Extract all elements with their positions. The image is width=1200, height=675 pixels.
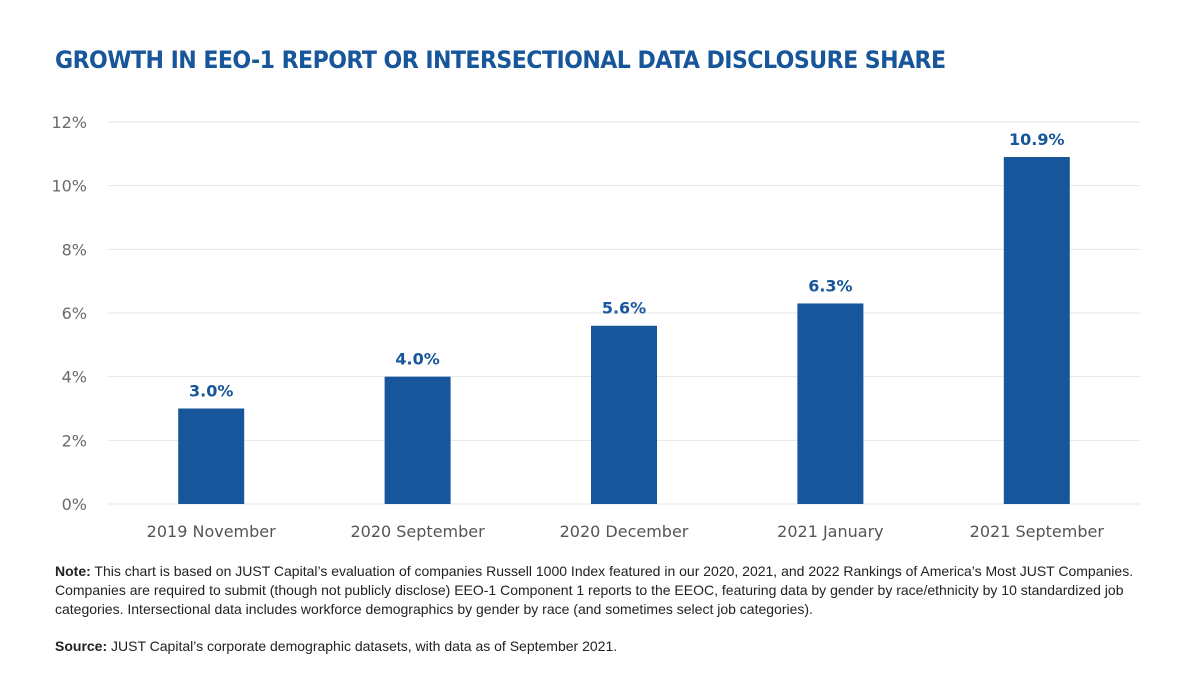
data-labels: 3.0% 4.0% 5.6% 6.3% 10.9% <box>189 130 1065 400</box>
y-axis-ticks: 0% 2% 4% 6% 8% 10% 12% <box>51 113 87 514</box>
bar <box>1003 157 1070 504</box>
y-tick-label: 2% <box>62 431 87 450</box>
chart-title: GROWTH IN EEO-1 REPORT OR INTERSECTIONAL… <box>55 46 946 74</box>
chart-note: Note: This chart is based on JUST Capita… <box>55 562 1155 619</box>
y-tick-label: 10% <box>51 177 87 196</box>
note-label: Note: <box>55 563 91 579</box>
data-label: 3.0% <box>189 382 233 401</box>
bar-chart: 0% 2% 4% 6% 8% 10% 12% 3.0% 4.0% 5.6% 6.3% 10.9% 2… <box>51 113 1140 541</box>
y-tick-label: 6% <box>62 304 87 323</box>
data-label: 10.9% <box>1009 130 1065 149</box>
bar <box>178 408 245 504</box>
x-tick-label: 2021 September <box>970 522 1105 541</box>
y-tick-label: 12% <box>51 113 87 132</box>
y-tick-label: 8% <box>62 240 87 259</box>
bar <box>591 325 657 504</box>
data-label: 5.6% <box>602 299 646 318</box>
x-tick-label: 2019 November <box>147 522 276 541</box>
x-axis-categories: 2019 November 2020 September 2020 December… <box>147 522 1105 541</box>
source-label: Source: <box>55 638 108 654</box>
x-tick-label: 2020 September <box>350 522 485 541</box>
bar <box>797 303 864 504</box>
y-tick-label: 4% <box>62 368 87 387</box>
source-text: JUST Capital’s corporate demographic dat… <box>107 638 618 654</box>
data-label: 6.3% <box>808 276 852 295</box>
note-text: This chart is based on JUST Capital’s ev… <box>55 563 1134 617</box>
x-tick-label: 2021 January <box>777 522 883 541</box>
y-tick-label: 0% <box>62 495 87 514</box>
bars <box>178 157 1070 504</box>
chart-source: Source: JUST Capital’s corporate demogra… <box>55 637 1155 656</box>
data-label: 4.0% <box>395 350 439 369</box>
bar <box>384 376 451 504</box>
x-tick-label: 2020 December <box>560 522 689 541</box>
